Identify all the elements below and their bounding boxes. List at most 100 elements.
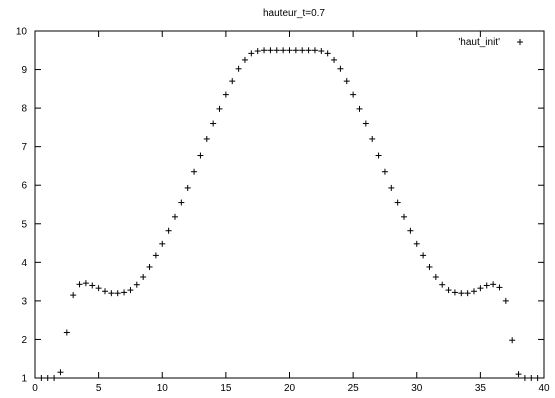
y-tick-label: 2 — [21, 335, 27, 346]
data-point — [57, 369, 64, 376]
y-tick-label: 8 — [21, 104, 27, 115]
x-tick-label: 25 — [348, 383, 360, 394]
data-point — [515, 371, 522, 378]
y-tick-label: 3 — [21, 296, 27, 307]
data-point — [318, 48, 325, 55]
data-point — [350, 91, 357, 98]
data-point — [521, 375, 528, 381]
data-point — [490, 281, 497, 288]
y-axis: 1 2 3 4 5 6 7 8 9 10 — [16, 27, 544, 385]
series-haut-init — [38, 47, 541, 381]
data-point — [509, 337, 516, 344]
data-point — [82, 280, 89, 287]
data-point — [311, 47, 318, 54]
x-tick-label: 35 — [475, 383, 487, 394]
data-point — [133, 281, 140, 288]
data-point — [292, 47, 299, 54]
data-point — [248, 50, 255, 57]
data-point — [343, 78, 350, 85]
legend-label: 'haut_init' — [458, 37, 500, 48]
data-point — [171, 213, 178, 220]
legend: 'haut_init' — [458, 37, 523, 48]
data-point — [114, 290, 121, 297]
x-axis: 0 5 10 15 20 25 30 35 40 — [32, 31, 550, 394]
data-point — [381, 168, 388, 175]
data-point — [331, 56, 338, 63]
data-point — [362, 120, 369, 127]
data-point — [165, 227, 172, 234]
data-point — [299, 47, 306, 54]
y-tick-label: 6 — [21, 181, 27, 192]
data-point — [70, 292, 77, 299]
data-point — [216, 105, 223, 112]
data-point — [261, 47, 268, 54]
legend-marker — [517, 39, 523, 45]
data-point — [375, 152, 382, 159]
data-point — [108, 290, 115, 297]
data-point — [184, 184, 191, 191]
data-point — [51, 375, 58, 381]
data-point — [267, 47, 274, 54]
data-point — [235, 65, 242, 72]
data-point — [458, 290, 465, 297]
data-point — [324, 50, 331, 57]
data-point — [140, 273, 147, 280]
y-tick-label: 1 — [21, 374, 27, 385]
data-point — [273, 47, 280, 54]
data-point — [152, 252, 159, 259]
chart-title: hauteur_t=0.7 — [263, 8, 325, 19]
legend-marker-plus — [517, 39, 523, 45]
data-point — [95, 285, 102, 292]
data-point — [222, 91, 229, 98]
y-tick-label: 9 — [21, 65, 27, 76]
data-point — [76, 281, 83, 288]
x-tick-label: 0 — [32, 383, 38, 394]
y-tick-label: 10 — [16, 27, 28, 38]
data-point — [439, 281, 446, 288]
data-point — [477, 285, 484, 292]
data-point — [464, 290, 471, 297]
data-point — [127, 287, 134, 294]
data-point — [413, 240, 420, 247]
data-point — [89, 282, 96, 289]
data-point — [471, 288, 478, 295]
y-tick-label: 5 — [21, 219, 27, 230]
y-tick-label: 4 — [21, 258, 27, 269]
data-point — [451, 289, 458, 296]
x-tick-label: 20 — [284, 383, 296, 394]
data-point — [280, 47, 287, 54]
x-tick-label: 15 — [220, 383, 232, 394]
data-point — [407, 227, 414, 234]
data-point — [401, 213, 408, 220]
data-point — [121, 289, 128, 296]
data-point — [432, 273, 439, 280]
data-point — [502, 297, 509, 304]
data-point — [146, 263, 153, 270]
data-point — [254, 48, 261, 55]
data-point — [337, 65, 344, 72]
data-point — [191, 168, 198, 175]
data-point — [388, 184, 395, 191]
data-point — [426, 263, 433, 270]
data-point — [210, 120, 217, 127]
data-point — [101, 288, 108, 295]
data-point — [305, 47, 312, 54]
data-point — [241, 56, 248, 63]
data-point — [356, 105, 363, 112]
x-tick-label: 5 — [96, 383, 102, 394]
y-tick-label: 7 — [21, 142, 27, 153]
data-point — [445, 287, 452, 294]
x-tick-label: 30 — [411, 383, 423, 394]
x-tick-label: 10 — [157, 383, 169, 394]
data-point — [286, 47, 293, 54]
data-point — [44, 375, 51, 381]
plot-frame — [34, 30, 545, 379]
data-point — [369, 135, 376, 142]
data-point — [528, 375, 535, 381]
data-point — [534, 375, 541, 381]
data-point — [203, 135, 210, 142]
data-point — [63, 329, 70, 336]
data-point — [229, 78, 236, 85]
data-point — [178, 199, 185, 206]
